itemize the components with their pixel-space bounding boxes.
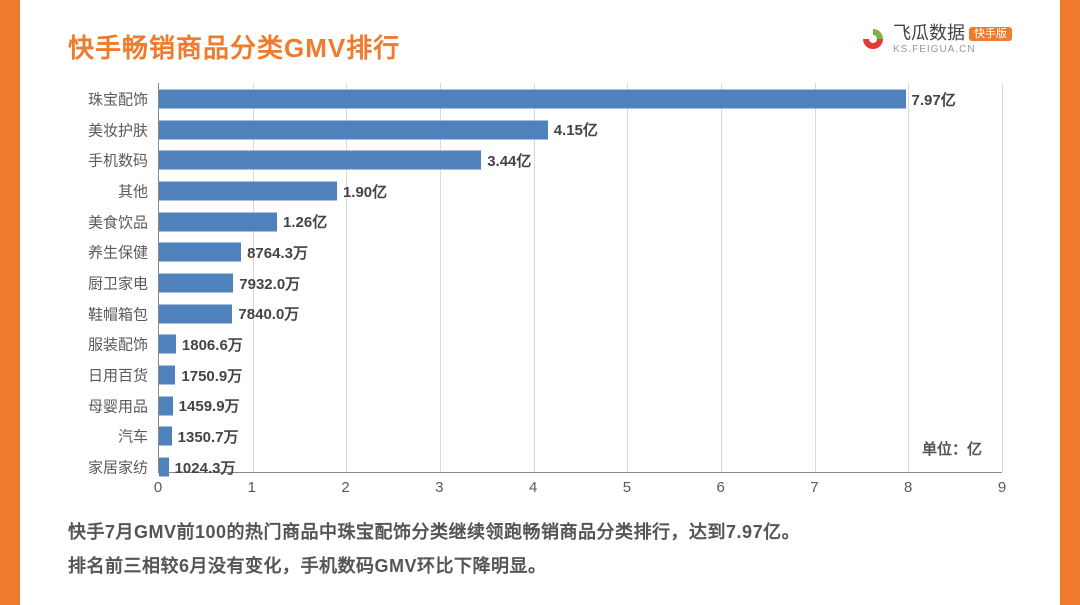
category-label: 家居家纺 xyxy=(88,457,148,478)
bar-value: 7932.0万 xyxy=(239,273,300,294)
bar-value: 7840.0万 xyxy=(238,303,299,324)
bar-value: 1750.9万 xyxy=(181,365,242,386)
gridline xyxy=(815,83,816,472)
gridline xyxy=(534,83,535,472)
category-label: 汽车 xyxy=(118,426,148,447)
x-tick: 0 xyxy=(154,479,162,496)
x-tick: 1 xyxy=(248,479,256,496)
brand-badge: 快手版 xyxy=(969,27,1012,41)
bar: 7840.0万 xyxy=(159,304,232,323)
x-tick: 3 xyxy=(435,479,443,496)
left-border xyxy=(0,0,20,605)
bar-value: 1806.6万 xyxy=(182,334,243,355)
category-label: 美妆护肤 xyxy=(88,119,148,140)
category-label: 服装配饰 xyxy=(88,334,148,355)
bar: 1350.7万 xyxy=(159,427,172,446)
bar: 1.90亿 xyxy=(159,182,337,201)
bar: 8764.3万 xyxy=(159,243,241,262)
category-label: 日用百货 xyxy=(88,365,148,386)
x-tick: 2 xyxy=(341,479,349,496)
category-label: 厨卫家电 xyxy=(88,273,148,294)
x-tick: 9 xyxy=(998,479,1006,496)
brand-subtext: KS.FEIGUA.CN xyxy=(893,44,1012,55)
bar: 7.97亿 xyxy=(159,90,906,109)
bar-value: 1459.9万 xyxy=(179,395,240,416)
bar-value: 1.26亿 xyxy=(283,211,327,232)
gridline xyxy=(1002,83,1003,472)
page-title: 快手畅销商品分类GMV排行 xyxy=(68,28,400,65)
bar-value: 8764.3万 xyxy=(247,242,308,263)
brand-block: 飞瓜数据 快手版 KS.FEIGUA.CN xyxy=(859,24,1012,55)
bar: 1459.9万 xyxy=(159,396,173,415)
bar-value: 7.97亿 xyxy=(912,89,956,110)
brand-logo-icon xyxy=(859,25,887,53)
footer-text: 快手7月GMV前100的热门商品中珠宝配饰分类继续领跑畅销商品分类排行，达到7.… xyxy=(68,515,1012,583)
bar-value: 1350.7万 xyxy=(178,426,239,447)
category-label: 养生保健 xyxy=(88,242,148,263)
gridline xyxy=(440,83,441,472)
gridline xyxy=(908,83,909,472)
x-tick: 8 xyxy=(904,479,912,496)
category-label: 手机数码 xyxy=(88,150,148,171)
gridline xyxy=(721,83,722,472)
category-label: 美食饮品 xyxy=(88,211,148,232)
gridline xyxy=(627,83,628,472)
bar: 3.44亿 xyxy=(159,151,481,170)
x-tick: 7 xyxy=(810,479,818,496)
right-border xyxy=(1060,0,1080,605)
x-axis-ticks: 0123456789 xyxy=(158,473,1002,503)
bar-value: 1.90亿 xyxy=(343,181,387,202)
category-label: 珠宝配饰 xyxy=(88,89,148,110)
x-tick: 4 xyxy=(529,479,537,496)
footer-line-2: 排名前三相较6月没有变化，手机数码GMV环比下降明显。 xyxy=(68,549,1012,583)
content-area: 快手畅销商品分类GMV排行 飞瓜数据 快手版 KS.FEIGUA.CN xyxy=(20,0,1060,605)
plot-area: 7.97亿 4.15亿 3.44亿 1.90亿 1.26亿 8764.3万 7932.0万 7… xyxy=(158,83,1002,473)
category-label: 母婴用品 xyxy=(88,395,148,416)
chart: 珠宝配饰美妆护肤手机数码其他美食饮品养生保健厨卫家电鞋帽箱包服装配饰日用百货母婴… xyxy=(78,83,1012,503)
x-tick: 5 xyxy=(623,479,631,496)
brand-text: 飞瓜数据 快手版 KS.FEIGUA.CN xyxy=(893,24,1012,55)
bar: 1750.9万 xyxy=(159,366,175,385)
footer-line-1: 快手7月GMV前100的热门商品中珠宝配饰分类继续领跑畅销商品分类排行，达到7.… xyxy=(68,515,1012,549)
category-label: 鞋帽箱包 xyxy=(88,303,148,324)
bar: 1.26亿 xyxy=(159,212,277,231)
gridline xyxy=(346,83,347,472)
bar: 4.15亿 xyxy=(159,120,548,139)
slide-frame: 快手畅销商品分类GMV排行 飞瓜数据 快手版 KS.FEIGUA.CN xyxy=(0,0,1080,605)
unit-label: 单位：亿 xyxy=(922,438,982,459)
bar: 7932.0万 xyxy=(159,274,233,293)
header: 快手畅销商品分类GMV排行 飞瓜数据 快手版 KS.FEIGUA.CN xyxy=(68,28,1012,65)
category-label: 其他 xyxy=(118,181,148,202)
bar: 1806.6万 xyxy=(159,335,176,354)
bar-value: 4.15亿 xyxy=(554,119,598,140)
x-tick: 6 xyxy=(716,479,724,496)
bar-value: 3.44亿 xyxy=(487,150,531,171)
brand-name: 飞瓜数据 xyxy=(893,24,965,44)
